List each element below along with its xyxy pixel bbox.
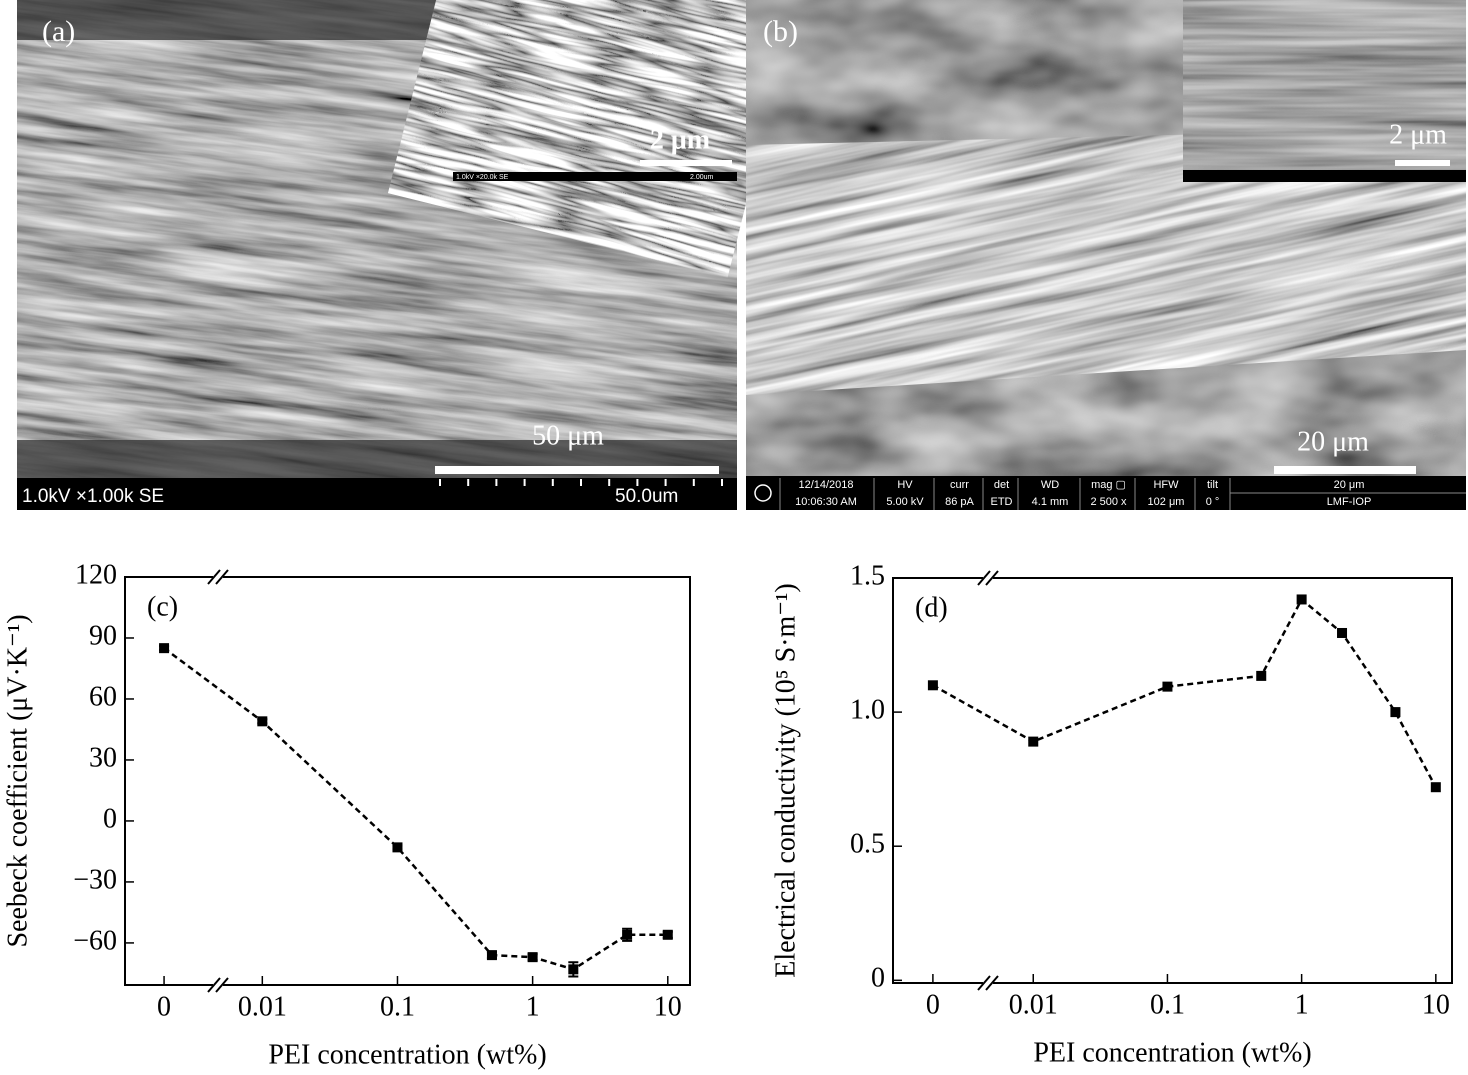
x-tick-label: 0 xyxy=(926,989,940,1020)
axis-break xyxy=(977,570,991,586)
y-tick-label: 1.5 xyxy=(850,560,885,591)
x-tick-label: 10 xyxy=(654,991,682,1022)
plot-frame xyxy=(124,576,691,986)
axis-break-gap xyxy=(983,575,993,581)
y-tick-label: 0 xyxy=(103,803,117,834)
scale-bar xyxy=(1274,466,1416,474)
axis-break xyxy=(215,977,229,993)
inset-image-a xyxy=(387,0,801,278)
data-point xyxy=(1296,594,1307,605)
y-tick-label: 0.5 xyxy=(850,829,885,860)
panel-label: (b) xyxy=(763,15,798,48)
info-text: det xyxy=(994,479,1009,491)
x-axis-label: PEI concentration (wt%) xyxy=(268,1039,546,1070)
inset-footer: 1.0kV ×20.0k SE xyxy=(456,174,509,181)
logo xyxy=(754,484,772,502)
y-tick-label: −60 xyxy=(73,925,117,956)
x-tick-label: 0 xyxy=(157,991,171,1022)
x-tick-label: 0.1 xyxy=(380,991,415,1022)
panel-label: (c) xyxy=(147,591,178,622)
axis-break xyxy=(207,569,221,585)
data-point xyxy=(1028,736,1039,747)
scale-bar xyxy=(435,466,719,474)
y-tick-label: 1.0 xyxy=(850,695,885,726)
axis-break xyxy=(985,570,999,586)
data-line xyxy=(932,597,1437,788)
x-tick-label: 0.01 xyxy=(238,991,287,1022)
x-tick-label: 1 xyxy=(1295,989,1309,1020)
data-point xyxy=(1337,627,1348,638)
panel-label: (a) xyxy=(42,15,75,48)
axis-break xyxy=(215,569,229,585)
panel-label: (d) xyxy=(915,592,948,623)
data-line xyxy=(163,647,668,971)
axis-break xyxy=(207,977,221,993)
info-text: curr xyxy=(950,479,969,491)
x-tick-label: 10 xyxy=(1422,989,1450,1020)
info-text: WD xyxy=(1041,479,1059,491)
info-text: 20 μm xyxy=(1334,479,1365,491)
data-point xyxy=(257,716,268,727)
axis-break-gap xyxy=(213,982,223,988)
axis-break-gap xyxy=(213,574,223,580)
info-text: HFW xyxy=(1153,479,1179,491)
x-axis-label: PEI concentration (wt%) xyxy=(1033,1037,1311,1068)
y-tick-label: 60 xyxy=(89,681,117,712)
scale-label: 50 μm xyxy=(532,420,604,451)
data-point xyxy=(1162,681,1173,692)
info-text: tilt xyxy=(1207,479,1218,491)
info-text: 102 μm xyxy=(1148,496,1185,508)
data-point xyxy=(568,964,579,975)
footer-text: 50.0um xyxy=(615,486,678,507)
info-text: HV xyxy=(897,479,913,491)
x-tick-label: 0.01 xyxy=(1009,989,1058,1020)
info-text: 5.00 kV xyxy=(886,496,924,508)
info-text: 2 500 x xyxy=(1090,496,1127,508)
axis-break-gap xyxy=(983,980,993,986)
inset-scale: 2 μm xyxy=(650,124,710,155)
y-axis-label: Electrical conductivity (10⁵ S·m⁻¹) xyxy=(770,583,801,978)
info-text: 4.1 mm xyxy=(1032,496,1069,508)
data-point xyxy=(927,680,938,691)
axis-break xyxy=(985,975,999,991)
y-tick-label: 120 xyxy=(75,559,117,590)
footer-text: 1.0kV ×1.00k SE xyxy=(22,486,164,507)
info-text: 10:06:30 AM xyxy=(795,496,857,508)
info-text: LMF-IOP xyxy=(1327,496,1372,508)
inset-scale: 2 μm xyxy=(1389,119,1447,150)
info-text: 0 ° xyxy=(1206,496,1220,508)
data-point xyxy=(1256,670,1267,681)
inset-image-b xyxy=(1183,0,1466,182)
y-tick-label: 90 xyxy=(89,620,117,651)
data-point xyxy=(1430,782,1441,793)
data-point xyxy=(527,952,538,963)
data-point xyxy=(662,929,673,940)
y-axis-label: Seebeck coefficient (μV·K⁻¹) xyxy=(2,614,33,947)
axis-break xyxy=(977,975,991,991)
info-text: 86 pA xyxy=(945,496,974,508)
info-text: 12/14/2018 xyxy=(798,479,853,491)
info-text: ETD xyxy=(991,496,1013,508)
footer-bar xyxy=(17,478,737,510)
info-text: mag ▢ xyxy=(1091,479,1126,491)
data-point xyxy=(159,643,170,654)
y-tick-label: −30 xyxy=(73,864,117,895)
data-point xyxy=(1390,707,1401,718)
x-tick-label: 0.1 xyxy=(1150,989,1185,1020)
scale-label: 20 μm xyxy=(1297,426,1369,457)
data-point xyxy=(622,929,633,940)
plot-frame xyxy=(892,577,1453,984)
data-point xyxy=(392,842,403,853)
x-tick-label: 1 xyxy=(526,991,540,1022)
y-tick-label: 30 xyxy=(89,742,117,773)
y-tick-label: 0 xyxy=(871,963,885,994)
inset-footer: 2.00um xyxy=(690,174,714,181)
data-point xyxy=(486,950,497,961)
